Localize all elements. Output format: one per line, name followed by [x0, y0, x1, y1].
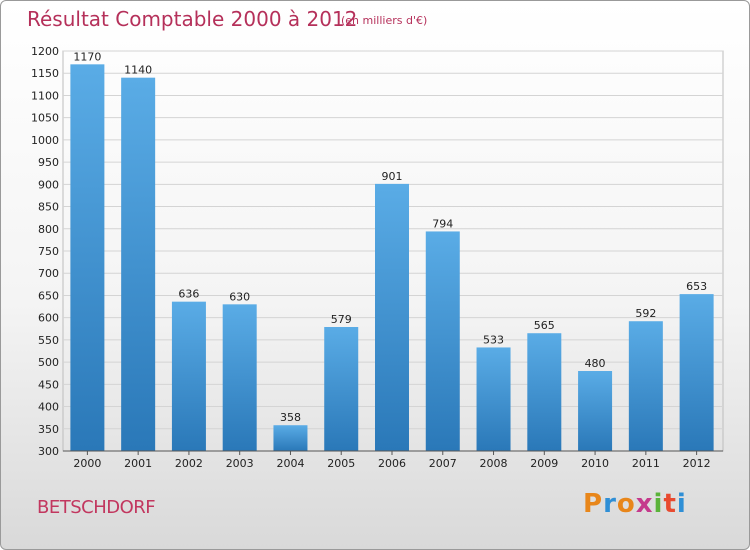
- logo-letter: i: [676, 489, 687, 519]
- bar: [679, 294, 714, 451]
- bar: [578, 371, 613, 451]
- town-name: BETSCHDORF: [37, 497, 156, 518]
- bar: [171, 301, 206, 451]
- y-tick-label: 650: [38, 289, 59, 302]
- x-tick-label: 2006: [378, 457, 406, 470]
- x-tick-label: 2000: [73, 457, 101, 470]
- logo-letter: o: [616, 489, 636, 519]
- bar: [222, 304, 257, 451]
- logo-letter: P: [583, 489, 604, 519]
- x-tick-label: 2010: [581, 457, 609, 470]
- y-tick-label: 550: [38, 334, 59, 347]
- x-tick-label: 2011: [632, 457, 660, 470]
- y-tick-label: 700: [38, 267, 59, 280]
- x-tick-label: 2003: [226, 457, 254, 470]
- bar-value-label: 794: [432, 217, 453, 230]
- y-tick-label: 450: [38, 378, 59, 391]
- y-tick-label: 1050: [31, 112, 59, 125]
- y-tick-label: 1150: [31, 67, 59, 80]
- y-tick-label: 300: [38, 445, 59, 458]
- bar-value-label: 480: [585, 357, 606, 370]
- x-tick-label: 2007: [429, 457, 457, 470]
- bar: [375, 183, 409, 451]
- bar: [527, 333, 562, 451]
- chart-unit: (en milliers d'€): [341, 14, 428, 27]
- bar: [476, 347, 511, 451]
- bar-value-label: 1140: [124, 64, 152, 77]
- x-tick-label: 2012: [683, 457, 711, 470]
- y-tick-label: 400: [38, 401, 59, 414]
- x-tick-label: 2008: [480, 457, 508, 470]
- logo-letter: t: [663, 489, 677, 519]
- bar-value-label: 653: [686, 280, 707, 293]
- bar-value-label: 533: [483, 333, 504, 346]
- bar-value-label: 636: [178, 288, 199, 301]
- y-tick-label: 1000: [31, 134, 59, 147]
- bar-value-label: 1170: [73, 50, 101, 63]
- y-tick-label: 350: [38, 423, 59, 436]
- bar: [628, 321, 663, 451]
- logo-letter: i: [653, 489, 664, 519]
- bar-value-label: 630: [229, 290, 250, 303]
- y-tick-label: 950: [38, 156, 59, 169]
- bar-value-label: 579: [331, 313, 352, 326]
- chart-title: Résultat Comptable 2000 à 2012: [27, 7, 358, 31]
- y-tick-label: 500: [38, 356, 59, 369]
- x-tick-label: 2009: [530, 457, 558, 470]
- bar-value-label: 358: [280, 411, 301, 424]
- bar-value-label: 592: [635, 307, 656, 320]
- bar: [425, 231, 460, 451]
- bar-value-label: 901: [382, 170, 403, 183]
- bar: [273, 425, 308, 451]
- proxiti-logo: Proxiti: [583, 489, 687, 519]
- bar-value-label: 565: [534, 319, 555, 332]
- logo-letter: r: [603, 489, 617, 519]
- x-tick-label: 2001: [124, 457, 152, 470]
- x-tick-label: 2002: [175, 457, 203, 470]
- bar: [121, 77, 156, 452]
- y-tick-label: 1200: [31, 45, 59, 58]
- bar: [70, 64, 105, 452]
- y-tick-label: 850: [38, 201, 59, 214]
- bar: [324, 327, 359, 451]
- y-tick-label: 600: [38, 312, 59, 325]
- x-tick-label: 2004: [276, 457, 304, 470]
- y-tick-label: 1100: [31, 89, 59, 102]
- x-tick-label: 2005: [327, 457, 355, 470]
- y-tick-label: 750: [38, 245, 59, 258]
- logo-letter: x: [635, 489, 654, 519]
- y-tick-label: 800: [38, 223, 59, 236]
- y-tick-label: 900: [38, 178, 59, 191]
